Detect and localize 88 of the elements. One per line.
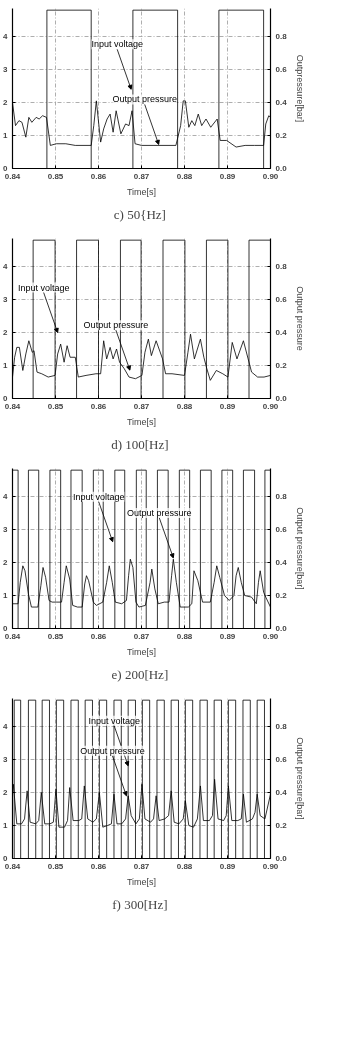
y2-tick-label: 0.0 bbox=[275, 854, 288, 863]
text: c) 50{Hz] bbox=[113, 206, 166, 222]
y-tick-label: 1 bbox=[3, 131, 9, 141]
x-tick-label: 0.88 bbox=[176, 401, 193, 411]
x-tick-label: 0.84 bbox=[4, 171, 21, 181]
annotation: Input voltage bbox=[17, 282, 70, 293]
y2-tick-label: 0.6 bbox=[275, 65, 288, 75]
y-tick-label: 1 bbox=[3, 591, 9, 601]
text: d) 100[Hz] bbox=[111, 436, 169, 452]
y2-tick-label: 0.2 bbox=[275, 131, 288, 141]
text: e) 200[Hz] bbox=[111, 666, 169, 682]
annotation: Output pressure bbox=[83, 320, 149, 331]
annotation: Output pressure bbox=[112, 94, 177, 105]
y-tick-label: 3 bbox=[3, 295, 9, 305]
y-tick-label: 0 bbox=[3, 164, 9, 173]
annotation: Output pressure bbox=[127, 507, 192, 518]
x-tick-label: 0.85 bbox=[47, 171, 64, 181]
y2-axis-title: Outpressure[bar] bbox=[294, 54, 305, 123]
x-tick-label: 0.90 bbox=[262, 631, 279, 641]
y2-tick-label: 0.4 bbox=[275, 328, 288, 338]
y-tick-label: 4 bbox=[3, 32, 9, 42]
y2-tick-label: 0.4 bbox=[275, 98, 288, 108]
y2-tick-label: 0.4 bbox=[275, 558, 288, 568]
x-tick-label: 0.90 bbox=[262, 401, 279, 411]
y2-tick-label: 0.6 bbox=[275, 295, 288, 305]
x-tick-label: 0.86 bbox=[90, 631, 107, 641]
y2-tick-label: 0.8 bbox=[275, 722, 288, 732]
text: f) 300[Hz] bbox=[112, 896, 168, 912]
x-axis-title: Time[s] bbox=[126, 416, 157, 427]
y2-tick-label: 0.2 bbox=[275, 821, 288, 831]
x-tick-label: 0.86 bbox=[90, 171, 107, 181]
y-tick-label: 2 bbox=[3, 788, 9, 798]
x-axis-title: Time[s] bbox=[126, 646, 157, 657]
y-tick-label: 2 bbox=[3, 328, 9, 338]
x-tick-label: 0.89 bbox=[219, 631, 236, 641]
y2-tick-label: 0.8 bbox=[275, 32, 288, 42]
y2-tick-label: 0.0 bbox=[275, 624, 288, 633]
annotation: Input voltage bbox=[91, 39, 143, 50]
x-tick-label: 0.88 bbox=[176, 861, 193, 871]
x-tick-label: 0.87 bbox=[133, 631, 150, 641]
y-tick-label: 4 bbox=[3, 262, 9, 272]
x-tick-label: 0.88 bbox=[176, 631, 193, 641]
y2-tick-label: 0.2 bbox=[275, 591, 288, 601]
x-axis-title: Time[s] bbox=[126, 876, 157, 887]
y2-tick-label: 0.4 bbox=[275, 788, 288, 798]
x-tick-label: 0.85 bbox=[47, 401, 64, 411]
y2-tick-label: 0.8 bbox=[275, 262, 288, 272]
x-tick-label: 0.84 bbox=[4, 401, 21, 411]
x-tick-label: 0.89 bbox=[219, 171, 236, 181]
y2-axis-title: Output pressure[bar] bbox=[294, 507, 305, 590]
x-tick-label: 0.87 bbox=[133, 171, 150, 181]
x-tick-label: 0.84 bbox=[4, 631, 21, 641]
x-tick-label: 0.86 bbox=[90, 401, 107, 411]
y-tick-label: 1 bbox=[3, 821, 9, 831]
y-tick-label: 1 bbox=[3, 361, 9, 371]
x-tick-label: 0.90 bbox=[262, 861, 279, 871]
y2-axis-title: Output pressure bbox=[294, 286, 305, 351]
x-tick-label: 0.86 bbox=[90, 861, 107, 871]
annotation: Output pressure bbox=[80, 745, 145, 756]
annotation: Input voltage bbox=[88, 715, 140, 726]
y2-axis-title: Output pressure[bar] bbox=[294, 737, 305, 820]
y-tick-label: 2 bbox=[3, 558, 9, 568]
x-tick-label: 0.89 bbox=[219, 401, 236, 411]
annotation: Input voltage bbox=[72, 491, 125, 502]
x-tick-label: 0.87 bbox=[133, 861, 150, 871]
x-tick-label: 0.85 bbox=[47, 631, 64, 641]
x-tick-label: 0.88 bbox=[176, 171, 193, 181]
x-tick-label: 0.89 bbox=[219, 861, 236, 871]
y2-tick-label: 0.0 bbox=[275, 164, 288, 173]
x-tick-label: 0.87 bbox=[133, 401, 150, 411]
y-tick-label: 2 bbox=[3, 98, 9, 108]
y-tick-label: 0 bbox=[3, 854, 9, 863]
x-tick-label: 0.85 bbox=[47, 861, 64, 871]
y-tick-label: 0 bbox=[3, 624, 9, 633]
y-tick-label: 4 bbox=[3, 492, 9, 502]
y2-tick-label: 0.8 bbox=[275, 492, 288, 502]
y-tick-label: 3 bbox=[3, 65, 9, 75]
x-tick-label: 0.84 bbox=[4, 861, 21, 871]
y-tick-label: 3 bbox=[3, 525, 9, 535]
y2-tick-label: 0.6 bbox=[275, 525, 288, 535]
y2-tick-label: 0.6 bbox=[275, 755, 288, 765]
y2-tick-label: 0.2 bbox=[275, 361, 288, 371]
y-tick-label: 3 bbox=[3, 755, 9, 765]
y-tick-label: 4 bbox=[3, 722, 9, 732]
y2-tick-label: 0.0 bbox=[275, 394, 288, 403]
y-tick-label: 0 bbox=[3, 394, 9, 403]
x-axis-title: Time[s] bbox=[126, 186, 157, 197]
x-tick-label: 0.90 bbox=[262, 171, 279, 181]
